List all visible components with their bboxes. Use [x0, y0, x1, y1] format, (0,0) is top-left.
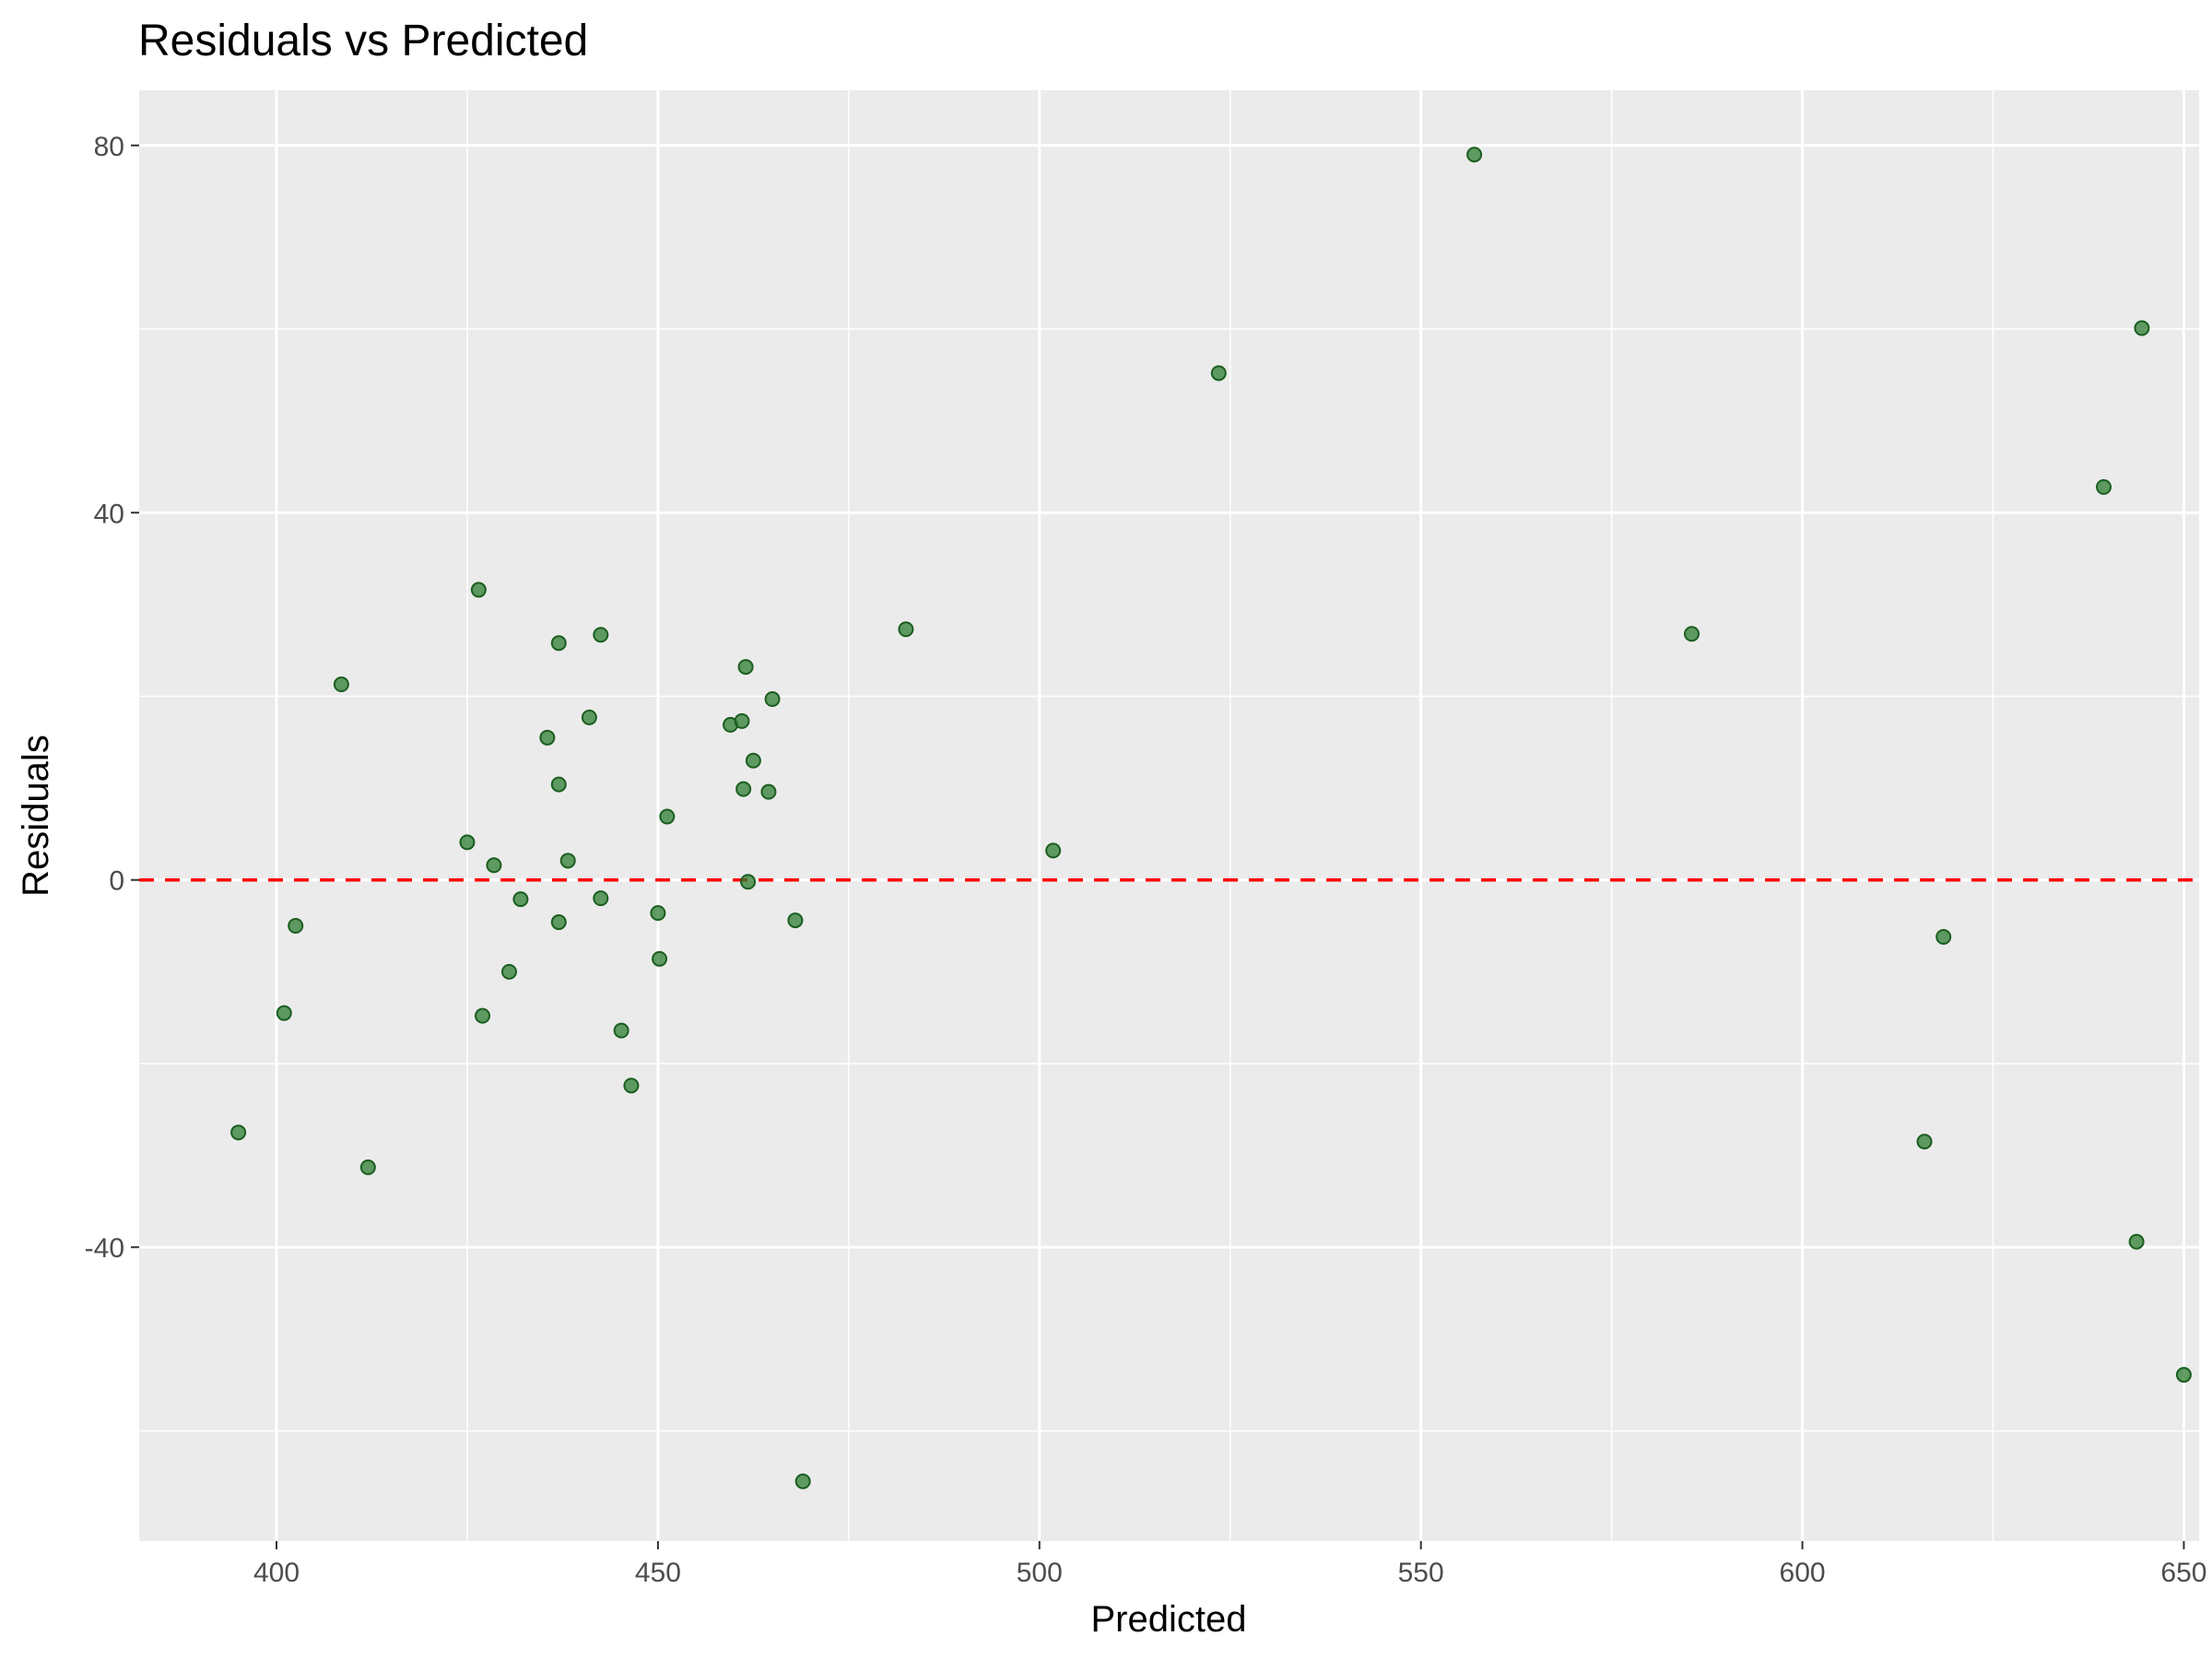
data-point: [740, 874, 757, 890]
minor-gridlines: [139, 90, 2199, 1541]
data-point: [1684, 626, 1700, 642]
x-tick-label: 550: [1398, 1558, 1444, 1588]
x-tick-label: 450: [635, 1558, 681, 1588]
data-point: [734, 712, 750, 729]
data-point: [1916, 1134, 1933, 1150]
data-point: [764, 690, 781, 707]
data-point: [745, 752, 761, 769]
data-point: [898, 621, 914, 638]
data-points: [230, 147, 2192, 1489]
y-axis-ticks: -40 0 40 80: [85, 132, 139, 1264]
data-point: [659, 808, 676, 825]
data-point: [623, 1077, 640, 1094]
data-point: [2175, 1367, 2192, 1383]
major-gridlines: [139, 90, 2199, 1541]
data-point: [2134, 320, 2150, 336]
chart-title: Residuals vs Predicted: [138, 17, 588, 65]
data-point: [539, 729, 556, 746]
data-point: [760, 783, 777, 800]
y-tick-label: 40: [94, 499, 124, 529]
y-axis-title: Residuals: [16, 735, 56, 897]
data-point: [359, 1159, 376, 1176]
x-axis-ticks: 400 450 500 550 600 650: [253, 1541, 2206, 1588]
data-point: [230, 1124, 247, 1141]
data-point: [735, 781, 752, 797]
data-point: [512, 891, 529, 908]
data-point: [550, 914, 567, 931]
data-point: [650, 905, 666, 922]
data-point: [559, 853, 576, 869]
data-point: [593, 890, 609, 907]
data-point: [794, 1473, 811, 1489]
data-point: [1045, 842, 1062, 859]
data-point: [581, 709, 597, 725]
x-tick-label: 650: [2160, 1558, 2206, 1588]
data-point: [652, 950, 668, 967]
data-point: [1936, 928, 1952, 945]
plot-panel: [139, 90, 2199, 1541]
data-point: [550, 635, 567, 652]
data-point: [459, 834, 476, 851]
data-point: [787, 912, 804, 929]
data-point: [737, 659, 754, 676]
data-point: [2096, 478, 2112, 495]
data-point: [1210, 365, 1227, 382]
x-tick-label: 500: [1017, 1558, 1063, 1588]
data-point: [1466, 147, 1483, 163]
data-point: [613, 1022, 629, 1039]
x-tick-label: 600: [1780, 1558, 1826, 1588]
data-point: [333, 677, 349, 693]
data-point: [550, 776, 567, 793]
y-tick-label: -40: [85, 1233, 124, 1264]
y-tick-label: 0: [109, 866, 124, 897]
data-point: [470, 582, 487, 598]
x-tick-label: 400: [253, 1558, 300, 1588]
data-point: [593, 627, 609, 643]
data-point: [500, 963, 517, 980]
x-axis-title: Predicted: [1091, 1599, 1247, 1640]
data-point: [486, 857, 502, 874]
data-point: [288, 918, 304, 935]
data-point: [475, 1007, 490, 1024]
data-point: [276, 1005, 292, 1021]
data-point: [2128, 1233, 2145, 1250]
y-tick-label: 80: [94, 132, 124, 162]
